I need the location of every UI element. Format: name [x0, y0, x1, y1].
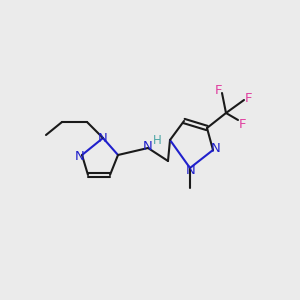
Text: H: H: [153, 134, 161, 146]
Text: F: F: [215, 85, 223, 98]
Text: N: N: [186, 164, 196, 176]
Text: F: F: [238, 118, 246, 130]
Text: N: N: [75, 149, 85, 163]
Text: N: N: [143, 140, 153, 154]
Text: F: F: [244, 92, 252, 106]
Text: N: N: [98, 131, 108, 145]
Text: N: N: [211, 142, 221, 155]
